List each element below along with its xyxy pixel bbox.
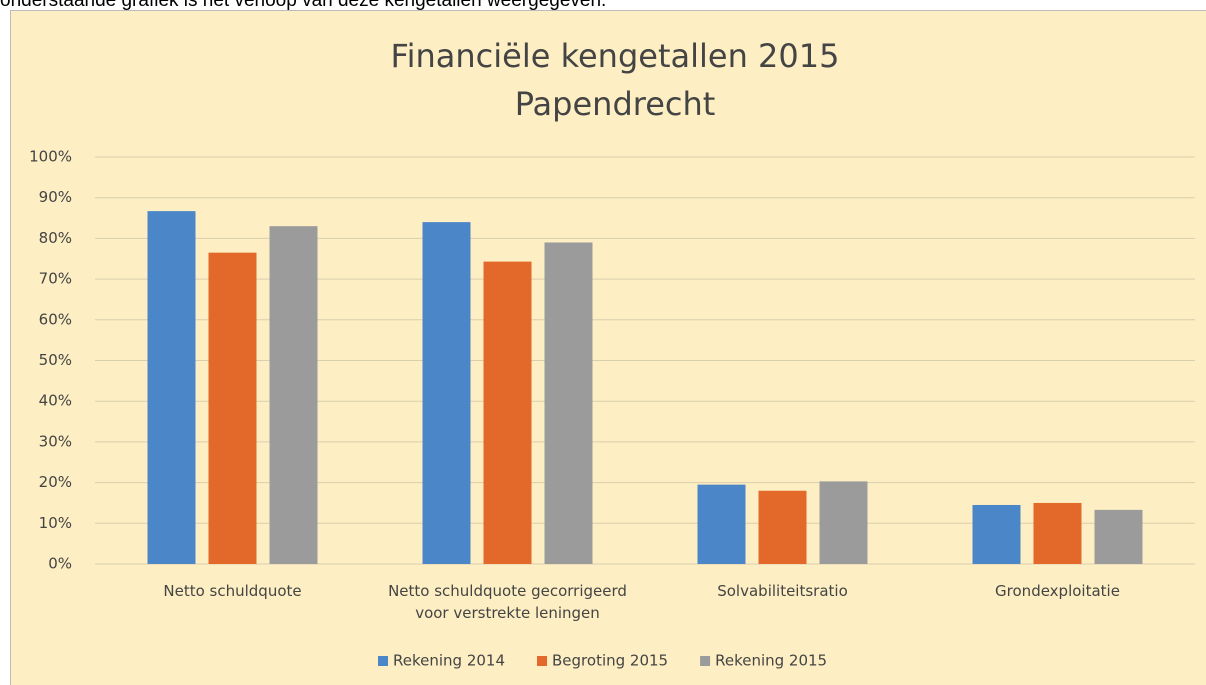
y-tick-label: 10%	[39, 514, 72, 532]
legend-label: Begroting 2015	[552, 652, 668, 670]
y-tick-label: 30%	[39, 432, 72, 450]
bar	[269, 226, 318, 564]
x-tick-label: Grondexploitatie	[995, 582, 1120, 600]
y-tick-label: 70%	[39, 270, 72, 288]
y-tick-label: 100%	[29, 148, 72, 166]
bar	[147, 211, 196, 565]
legend-label: Rekening 2014	[393, 652, 505, 670]
bar	[758, 490, 807, 564]
bar	[972, 504, 1021, 564]
y-tick-label: 90%	[39, 188, 72, 206]
y-tick-label: 0%	[48, 555, 72, 573]
caption: onderstaande grafiek is het verloop van …	[0, 0, 607, 11]
y-tick-label: 20%	[39, 473, 72, 491]
chart-subtitle: Papendrecht	[515, 85, 716, 123]
bar	[208, 252, 257, 564]
x-tick-label: Netto schuldquote	[163, 582, 302, 600]
bar	[544, 242, 593, 564]
legend-swatch	[537, 656, 548, 666]
legend-swatch	[700, 656, 711, 666]
bar	[422, 222, 471, 564]
y-tick-label: 80%	[39, 229, 72, 247]
bar	[819, 481, 868, 564]
legend-label: Rekening 2015	[715, 652, 827, 670]
legend-swatch	[378, 656, 388, 666]
x-tick-label: Solvabiliteitsratio	[717, 582, 848, 600]
y-tick-label: 50%	[39, 351, 72, 369]
bar	[483, 261, 532, 564]
bar	[697, 484, 746, 564]
bar	[1033, 502, 1082, 564]
x-tick-label: Netto schuldquote gecorrigeerd voor vers…	[388, 582, 627, 622]
y-tick-label: 40%	[39, 392, 72, 410]
chart-title: Financiële kengetallen 2015	[391, 37, 840, 75]
y-tick-label: 60%	[39, 310, 72, 328]
bar	[1094, 509, 1143, 564]
